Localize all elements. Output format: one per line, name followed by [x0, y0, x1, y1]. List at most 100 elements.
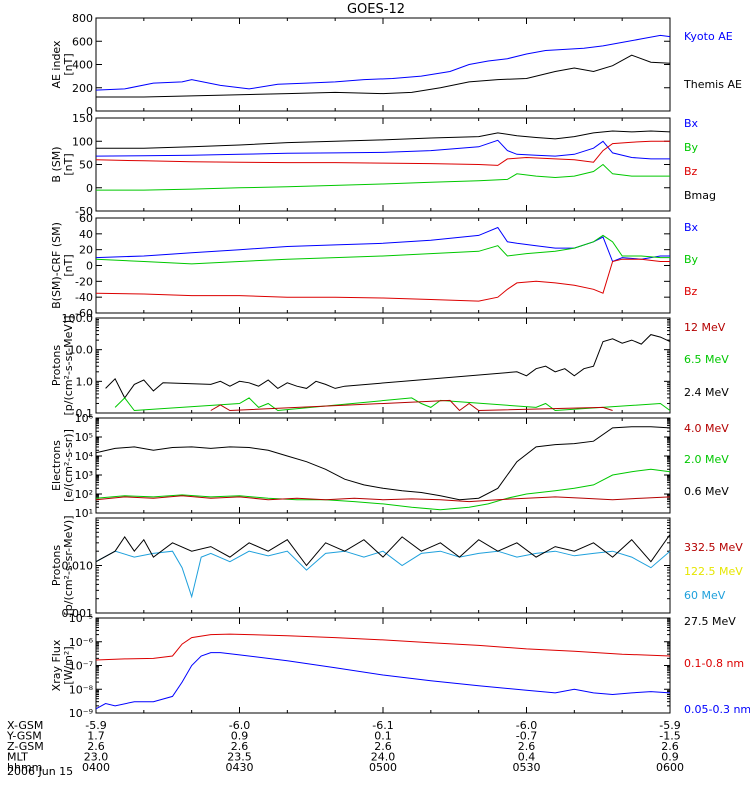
series-line-by	[96, 163, 670, 191]
legend-entry: By	[684, 253, 699, 266]
x-tick-label: -6.0	[229, 719, 250, 732]
legend-entry: 6.5 MeV	[684, 353, 729, 366]
legend-entry: Bx	[684, 221, 699, 234]
legend-entry: By	[684, 141, 699, 154]
y-axis-label: AE index	[50, 40, 63, 89]
series-line-kyoto-ae	[95, 34, 671, 91]
y-tick-label: 0.001	[62, 607, 94, 620]
y-tick-label: 100.0	[62, 312, 94, 325]
y-tick-label: 40	[79, 228, 93, 241]
legend-entry: 0.1-0.8 nm	[684, 657, 744, 670]
legend-entry: 12 MeV	[684, 321, 726, 334]
y-tick-label: 800	[72, 12, 93, 25]
legend-entry: 2.4 MeV	[684, 386, 729, 399]
x-tick-label: 2.6	[661, 740, 679, 753]
x-tick-label: 0.4	[518, 751, 536, 764]
legend-entry: 4.0 MeV	[684, 422, 729, 435]
series-line-bmag	[96, 130, 671, 149]
x-row-label: X-GSM	[7, 719, 43, 732]
y-tick-label: 0.1	[76, 407, 94, 420]
x-tick-label: -6.0	[516, 719, 537, 732]
x-tick-label: 0500	[369, 761, 397, 774]
x-axis-labels: X-GSM -5.9 -6.0 -6.1 -6.0 -5.9 Y-GSM 1.7 0.9 0.1 -…	[6, 719, 684, 774]
x-row-label: MLT	[7, 751, 28, 764]
date-label: 2006 Jun 15	[7, 765, 73, 778]
y-tick-label: 10⁵	[75, 431, 93, 444]
y-tick-label: -20	[75, 275, 93, 288]
y-tick-label: 20	[79, 244, 93, 257]
y-tick-label: 400	[72, 59, 93, 72]
y-tick-label: 0	[86, 182, 93, 195]
y-tick-label: 50	[79, 159, 93, 172]
y-tick-label: 10.0	[69, 344, 94, 357]
legend-entry: Bz	[684, 285, 698, 298]
series-line-2-4-mev	[105, 334, 671, 399]
panel-xray: 10⁻⁹ 10⁻⁸ 10⁻⁷ 10⁻⁶ 10⁻⁵ Xray Flux [W/m²] 0.1-0…	[50, 612, 750, 720]
y-axis-label: [p/(cm²-s-sr-MeV)]	[62, 516, 75, 616]
x-tick-label: 0.9	[661, 751, 679, 764]
x-tick-label: 0400	[82, 761, 110, 774]
legend-entry: Kyoto AE	[684, 30, 733, 43]
y-axis-label: [nT]	[62, 254, 75, 276]
panel-frame	[95, 517, 671, 614]
x-tick-label: 0600	[656, 761, 684, 774]
panel-ae: 0 200 400 600 800 AE index [nT] Kyoto AE Themis …	[50, 12, 742, 118]
panel-frame	[95, 617, 671, 714]
y-axis-label: [e/(cm²-s-sr)]	[62, 429, 75, 502]
x-row-label: hhmm	[7, 761, 42, 774]
panel-electrons: 10¹ 10² 10³ 10⁴ 10⁵ 10⁶ Electrons [e/(cm²-s-sr)…	[50, 412, 729, 520]
y-tick-label: 0.010	[62, 560, 94, 573]
series-line-bz	[95, 140, 670, 166]
y-tick-label: -40	[75, 291, 93, 304]
y-axis-label: Xray Flux	[50, 639, 63, 691]
y-tick-label: 10⁶	[75, 412, 94, 425]
panel-protons_hi: 0.1 1.0 10.0 100.0 Protons [p/(cm²-s-sr-MeV)]…	[50, 312, 729, 420]
legend-entry: Themis AE	[683, 78, 742, 91]
legend-entry: 0.6 MeV	[684, 485, 729, 498]
y-axis-label: B(SM)-CRF (SM)	[50, 222, 63, 309]
y-tick-label: 60	[79, 212, 93, 225]
y-axis-label: Protons	[50, 545, 63, 586]
series-line-4-0-mev	[95, 495, 671, 503]
x-row-label: Y-GSM	[6, 730, 42, 743]
y-axis-label: Protons	[50, 345, 63, 386]
series-line-60-mev	[95, 550, 671, 599]
x-tick-label: 24.0	[371, 751, 396, 764]
y-tick-label: 100	[72, 135, 93, 148]
x-row-label: Z-GSM	[7, 740, 44, 753]
series-line-bz	[95, 258, 670, 302]
y-tick-label: 10⁻⁶	[69, 636, 94, 649]
legend-entry: 60 MeV	[684, 589, 726, 602]
y-tick-label: 10³	[75, 469, 93, 482]
y-tick-label: 10¹	[75, 507, 93, 520]
plot-title: GOES-12	[347, 2, 405, 17]
series-line-themis-ae	[96, 54, 671, 98]
series-line-12-mev	[210, 399, 613, 412]
panel-bsm: -50 0 50 100 150 B (SM) [nT] Bx By Bz Bmag	[50, 112, 716, 218]
x-tick-label: -1.5	[659, 730, 680, 743]
legend-entry: 332.5 MeV	[684, 541, 743, 554]
y-tick-label: 10⁻⁹	[69, 707, 93, 720]
legend-entry: 2.0 MeV	[684, 453, 729, 466]
legend-entry: Bmag	[684, 189, 716, 202]
y-tick-label: 150	[72, 112, 93, 125]
y-tick-label: 0	[86, 105, 93, 118]
y-axis-label: [nT]	[62, 153, 75, 175]
series-line-6-5-mev	[114, 397, 671, 412]
x-tick-label: 2.6	[87, 740, 105, 753]
y-tick-label: 10²	[75, 488, 93, 501]
series-line-27-5-mev	[95, 534, 671, 567]
y-axis-label: B (SM)	[50, 146, 63, 182]
x-tick-label: -5.9	[659, 719, 680, 732]
x-tick-label: 2.6	[231, 740, 249, 753]
x-tick-label: 2.6	[518, 740, 536, 753]
legend-entry: 27.5 MeV	[684, 615, 736, 628]
panel-frame	[95, 417, 671, 514]
series-line-0-1-0-8-nm	[95, 633, 671, 661]
x-tick-label: -5.9	[85, 719, 106, 732]
x-tick-label: -0.7	[516, 730, 537, 743]
x-tick-label: 23.5	[227, 751, 252, 764]
